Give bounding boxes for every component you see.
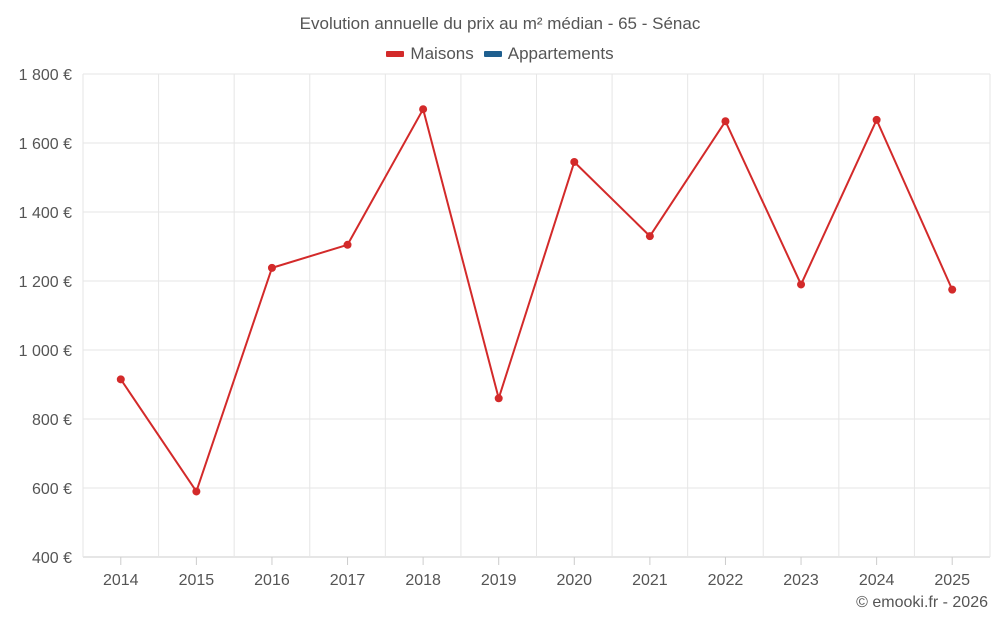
- x-tick-label: 2016: [254, 572, 290, 589]
- chart-title: Evolution annuelle du prix au m² médian …: [299, 14, 701, 33]
- y-tick-label: 1 600 €: [19, 136, 72, 153]
- y-tick-label: 1 400 €: [19, 205, 72, 222]
- x-tick-label: 2025: [934, 572, 970, 589]
- legend-item-maisons[interactable]: Maisons: [386, 44, 474, 64]
- y-tick-label: 1 200 €: [19, 274, 72, 291]
- data-point-maisons-2020: [570, 157, 579, 166]
- legend-label-appartements: Appartements: [507, 44, 614, 63]
- x-axis-ticks: 2014 2015 2016 2017 2018 2019 2020 2021 2022 2023…: [103, 557, 970, 589]
- data-point-maisons-2016: [267, 263, 276, 272]
- data-point-maisons-2022: [721, 117, 730, 126]
- data-point-maisons-2025: [948, 285, 957, 294]
- x-tick-label: 2022: [708, 572, 744, 589]
- data-point-maisons-2015: [192, 487, 201, 496]
- y-axis-ticks: 400 € 600 € 800 € 1 000 € 1 200 € 1 400 € 1 60…: [19, 67, 72, 567]
- legend-swatch-maisons: [386, 51, 405, 57]
- data-point-maisons-2024: [872, 115, 881, 124]
- data-point-maisons-2021: [645, 232, 654, 241]
- credit: © emooki.fr - 2026: [856, 594, 988, 611]
- data-point-maisons-2017: [343, 240, 352, 249]
- x-tick-label: 2014: [103, 572, 139, 589]
- x-tick-label: 2017: [330, 572, 366, 589]
- legend-swatch-appartements: [483, 51, 502, 57]
- grid-lines: [82, 73, 991, 558]
- legend: Maisons Appartements: [0, 44, 1000, 64]
- x-tick-label: 2024: [859, 572, 895, 589]
- x-tick-label: 2019: [481, 572, 517, 589]
- data-point-maisons-2019: [494, 394, 503, 403]
- legend-item-appartements[interactable]: Appartements: [483, 44, 614, 64]
- x-tick-label: 2021: [632, 572, 668, 589]
- y-tick-label: 1 000 €: [19, 343, 72, 360]
- y-tick-label: 600 €: [32, 481, 72, 498]
- x-tick-label: 2020: [556, 572, 592, 589]
- data-point-maisons-2014: [116, 375, 125, 384]
- y-tick-label: 1 800 €: [19, 67, 72, 84]
- series-line-maisons: [119, 108, 954, 493]
- y-tick-label: 800 €: [32, 412, 72, 429]
- x-tick-label: 2023: [783, 572, 819, 589]
- x-tick-label: 2018: [405, 572, 441, 589]
- data-point-maisons-2018: [419, 105, 428, 114]
- series-layer: [116, 105, 957, 496]
- data-point-maisons-2023: [797, 280, 806, 289]
- x-tick-label: 2015: [179, 572, 215, 589]
- y-tick-label: 400 €: [32, 550, 72, 567]
- legend-label-maisons: Maisons: [410, 44, 474, 63]
